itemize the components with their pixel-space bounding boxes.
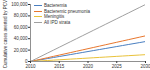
svg-text:60,000: 60,000	[14, 25, 28, 30]
svg-text:0: 0	[25, 58, 28, 64]
svg-text:20,000: 20,000	[14, 48, 28, 53]
html-text:All IPD strata: All IPD strata	[44, 19, 71, 25]
svg-text:2020: 2020	[83, 64, 94, 69]
svg-text:2025: 2025	[112, 64, 123, 69]
svg-text:2010: 2010	[25, 64, 36, 69]
svg-text:40,000: 40,000	[14, 36, 28, 41]
svg-text:2015: 2015	[54, 64, 65, 69]
html-text:Meningitis: Meningitis	[44, 14, 65, 19]
svg-text:2030: 2030	[140, 64, 150, 69]
svg-text:80,000: 80,000	[14, 13, 28, 18]
svg-text:Cumulative cases averted by PC: Cumulative cases averted by PCVs	[3, 0, 8, 68]
html-text:Bacteremic pneumonia: Bacteremic pneumonia	[44, 8, 90, 14]
svg-text:100,000: 100,000	[11, 2, 28, 7]
html-text:Bacteremia: Bacteremia	[44, 3, 67, 8]
